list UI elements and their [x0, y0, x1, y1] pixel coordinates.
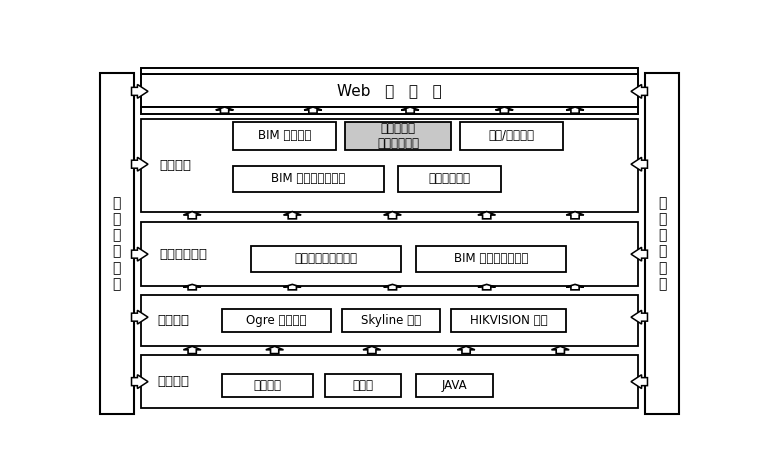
- Polygon shape: [631, 85, 648, 98]
- Polygon shape: [631, 247, 648, 261]
- Polygon shape: [384, 284, 401, 290]
- Bar: [141, 222, 638, 286]
- Text: 系统平台: 系统平台: [157, 375, 189, 388]
- Bar: [141, 355, 638, 408]
- Polygon shape: [216, 107, 233, 113]
- Polygon shape: [131, 85, 148, 98]
- Polygon shape: [183, 346, 201, 354]
- Polygon shape: [458, 346, 475, 354]
- Polygon shape: [478, 284, 496, 290]
- Bar: [141, 107, 638, 114]
- Text: 系
统
安
全
策
略: 系 统 安 全 策 略: [112, 196, 121, 291]
- Text: 压实层的层
查询与点查询: 压实层的层 查询与点查询: [377, 122, 420, 150]
- Bar: [416, 374, 492, 396]
- Polygon shape: [363, 346, 381, 354]
- Bar: [141, 119, 638, 211]
- Text: 路基压实数据的处理: 路基压实数据的处理: [295, 253, 358, 265]
- Polygon shape: [631, 310, 648, 324]
- Polygon shape: [631, 375, 648, 388]
- Polygon shape: [183, 211, 201, 219]
- Bar: [100, 73, 134, 414]
- Text: 数据库: 数据库: [353, 379, 373, 392]
- Text: Ogre 三维引擎: Ogre 三维引擎: [246, 314, 306, 327]
- Polygon shape: [283, 284, 301, 290]
- Bar: [141, 68, 638, 74]
- Polygon shape: [131, 310, 148, 324]
- Text: 操作系统: 操作系统: [253, 379, 281, 392]
- Bar: [645, 73, 679, 414]
- Bar: [233, 123, 337, 149]
- Polygon shape: [131, 158, 148, 171]
- Polygon shape: [496, 107, 513, 113]
- Polygon shape: [384, 211, 401, 219]
- Bar: [325, 374, 401, 396]
- Text: 功能平台: 功能平台: [159, 158, 191, 172]
- Text: 统
一
标
准
规
范: 统 一 标 准 规 范: [658, 196, 667, 291]
- Polygon shape: [266, 346, 283, 354]
- Polygon shape: [401, 107, 419, 113]
- Polygon shape: [304, 107, 321, 113]
- Text: 配色方案管理: 配色方案管理: [429, 172, 471, 185]
- Bar: [345, 123, 451, 149]
- Bar: [222, 309, 331, 332]
- Polygon shape: [283, 211, 301, 219]
- Bar: [251, 246, 401, 272]
- Text: 支撑平台: 支撑平台: [157, 315, 189, 327]
- Bar: [398, 166, 502, 192]
- Text: 会话/呼叫管理: 会话/呼叫管理: [489, 130, 535, 142]
- Text: BIM 模型的动态展示: BIM 模型的动态展示: [271, 172, 346, 185]
- Text: BIM 模型的自动生成: BIM 模型的自动生成: [454, 253, 528, 265]
- Polygon shape: [631, 158, 648, 171]
- Bar: [141, 295, 638, 346]
- Text: 数据处理平台: 数据处理平台: [160, 248, 207, 261]
- Polygon shape: [566, 107, 584, 113]
- Polygon shape: [131, 375, 148, 388]
- Polygon shape: [552, 346, 569, 354]
- Polygon shape: [131, 247, 148, 261]
- Text: Web   客   户   端: Web 客 户 端: [337, 83, 442, 98]
- Bar: [141, 74, 638, 107]
- Bar: [461, 123, 563, 149]
- Text: JAVA: JAVA: [442, 379, 467, 392]
- Bar: [233, 166, 384, 192]
- Bar: [342, 309, 439, 332]
- Bar: [416, 246, 566, 272]
- Polygon shape: [183, 284, 201, 290]
- Text: HIKVISION 平台: HIKVISION 平台: [470, 314, 548, 327]
- Text: Skyline 平台: Skyline 平台: [361, 314, 421, 327]
- Polygon shape: [566, 211, 584, 219]
- Bar: [451, 309, 566, 332]
- Bar: [222, 374, 313, 396]
- Polygon shape: [566, 284, 584, 290]
- Polygon shape: [478, 211, 496, 219]
- Text: BIM 数据管理: BIM 数据管理: [258, 130, 312, 142]
